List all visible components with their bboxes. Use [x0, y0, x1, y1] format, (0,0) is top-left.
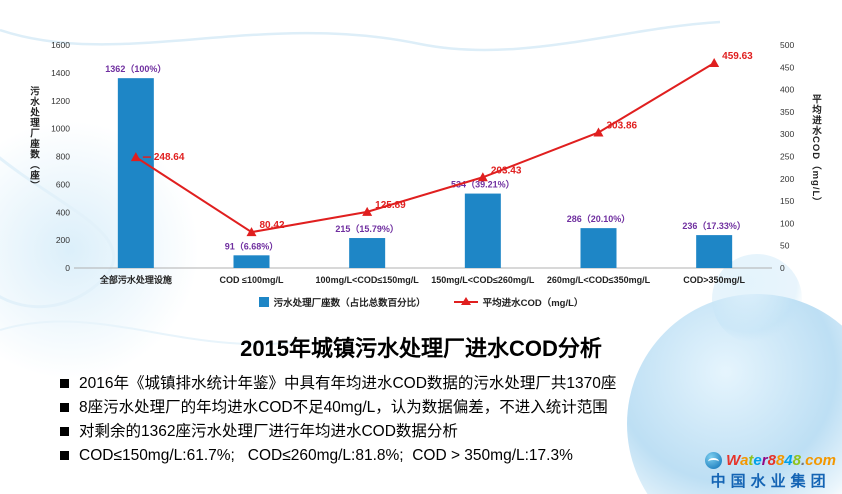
water-droplet-small-graphic: [712, 254, 802, 344]
legend-label: 污水处理厂座数（占比总数百分比）: [273, 298, 426, 309]
watermark-company-text: 中国水业集团: [710, 473, 831, 490]
bullet-text: 2016年《城镇排水统计年鉴》中具有年均进水COD数据的污水处理厂共1370座: [79, 375, 617, 392]
category-label: 150mg/L<COD≤260mg/L: [431, 275, 535, 285]
watermark-letter: a: [740, 452, 749, 469]
legend-item: 污水处理厂座数（占比总数百分比）: [258, 295, 426, 309]
line-value-label: 125.89: [375, 200, 406, 211]
bar-value-label: 1362（100%）: [105, 64, 166, 74]
watermark-letter: e: [753, 452, 762, 469]
watermark-letter: r: [761, 452, 768, 469]
bar: [696, 235, 733, 268]
watermark-letter: m: [822, 452, 836, 469]
line-value-label: 459.63: [722, 51, 753, 62]
bar-value-label: 215（15.79%）: [335, 224, 399, 234]
watermark-letter: 8: [767, 452, 776, 469]
right-axis-tick: 150: [780, 196, 794, 206]
left-axis-tick: 1600: [51, 40, 70, 50]
bar-value-label: 91（6.68%）: [225, 241, 279, 251]
bar: [117, 78, 154, 268]
bullet-square-icon: [60, 379, 69, 388]
left-axis-title: 污水处理厂座数（座）: [28, 86, 39, 191]
left-axis-tick: 400: [56, 207, 70, 217]
right-axis-tick: 200: [780, 174, 794, 184]
bar-value-label: 286（20.10%）: [567, 214, 631, 224]
triangle-marker: [593, 127, 604, 137]
bar: [233, 255, 270, 268]
bullet-square-icon: [60, 451, 69, 460]
watermark-letter: 4: [784, 452, 793, 469]
legend-item: 平均进水COD（mg/L）: [453, 295, 584, 309]
category-label: 全部污水处理设施: [99, 274, 172, 285]
bar-value-label: 534（39.21%）: [451, 180, 515, 190]
watermark-letter: W: [726, 452, 741, 469]
bar-value-label: 236（17.33%）: [682, 221, 746, 231]
right-axis-tick: 250: [780, 152, 794, 162]
category-label: COD ≤100mg/L: [220, 275, 284, 285]
triangle-marker-icon: [460, 297, 471, 305]
left-axis-tick: 1000: [51, 124, 70, 134]
watermark-letter: o: [813, 452, 823, 469]
triangle-marker: [477, 172, 488, 182]
category-label: 100mg/L<COD≤150mg/L: [316, 275, 420, 285]
bar: [580, 228, 617, 268]
bullet-list: 2016年《城镇排水统计年鉴》中具有年均进水COD数据的污水处理厂共1370座 8…: [60, 372, 826, 468]
bullet-text: COD≤150mg/L:61.7%; COD≤260mg/L:81.8%; CO…: [79, 447, 573, 464]
bullet-item: COD≤150mg/L:61.7%; COD≤260mg/L:81.8%; CO…: [60, 444, 826, 468]
page-title: 2015年城镇污水处理厂进水COD分析: [240, 336, 602, 361]
bullet-item: 2016年《城镇排水统计年鉴》中具有年均进水COD数据的污水处理厂共1370座: [60, 372, 826, 396]
right-axis-tick: 300: [780, 129, 794, 139]
watermark-top-row: Water8848.com: [705, 452, 836, 469]
right-axis-tick: 50: [780, 241, 790, 251]
watermark-letter: c: [805, 452, 814, 469]
category-label: 260mg/L<COD≤350mg/L: [547, 275, 651, 285]
left-axis-tick: 200: [56, 235, 70, 245]
bullet-item: 对剩余的1362座污水处理厂进行年均进水COD数据分析: [60, 420, 826, 444]
cod-line: [135, 62, 715, 234]
triangle-marker: [246, 227, 257, 237]
chart-legend: 污水处理厂座数（占比总数百分比） 平均进水COD（mg/L）: [0, 295, 842, 309]
left-axis-tick: 800: [56, 152, 70, 162]
triangle-marker: [130, 152, 141, 162]
left-axis-tick: 1200: [51, 96, 70, 106]
line-legend-marker-icon: [453, 297, 478, 305]
bullet-text: 8座污水处理厂的年均进水COD不足40mg/L，认为数据偏差，不进入统计范围: [79, 399, 608, 416]
watermark-letter: .: [800, 452, 806, 469]
watermark-site-text: Water8848.com: [726, 452, 836, 469]
watermark-letter: t: [748, 452, 754, 469]
triangle-marker: [362, 206, 373, 216]
line-value-label: 203.43: [491, 165, 522, 176]
right-axis-tick: 400: [780, 85, 794, 95]
triangle-marker: [709, 58, 720, 68]
right-axis-tick: 100: [780, 218, 794, 228]
cod-combo-chart: 0 200 400 600 800 1000 1200 1400 1600 0 50 100 150 20…: [51, 40, 794, 285]
line-value-label: 80.42: [260, 220, 285, 231]
bar-legend-marker-icon: [258, 297, 269, 307]
water8848-logo-icon: [705, 452, 723, 469]
line-value-label: 303.86: [607, 120, 638, 131]
bullet-square-icon: [60, 403, 69, 412]
right-axis-tick: 450: [780, 62, 794, 72]
bullet-square-icon: [60, 427, 69, 436]
left-axis-tick: 1400: [51, 68, 70, 78]
right-axis-tick: 0: [780, 263, 785, 273]
bar: [349, 238, 386, 268]
left-axis-tick: 600: [56, 179, 70, 189]
legend-label: 平均进水COD（mg/L）: [482, 298, 584, 309]
right-axis-tick: 350: [780, 107, 794, 117]
right-axis-title: 平均进水COD（mg/L）: [810, 94, 821, 208]
right-axis-tick: 500: [780, 40, 794, 50]
line-value-label: 248.64: [154, 152, 185, 163]
bullet-text: 对剩余的1362座污水处理厂进行年均进水COD数据分析: [79, 423, 458, 440]
watermark: Water8848.com 中国水业集团: [705, 452, 836, 491]
bullet-item: 8座污水处理厂的年均进水COD不足40mg/L，认为数据偏差，不进入统计范围: [60, 396, 826, 420]
watermark-letter: 8: [792, 452, 801, 469]
bar: [464, 193, 501, 268]
watermark-letter: 8: [775, 452, 785, 469]
category-label: COD>350mg/L: [683, 275, 745, 285]
left-axis-tick: 0: [65, 263, 70, 273]
